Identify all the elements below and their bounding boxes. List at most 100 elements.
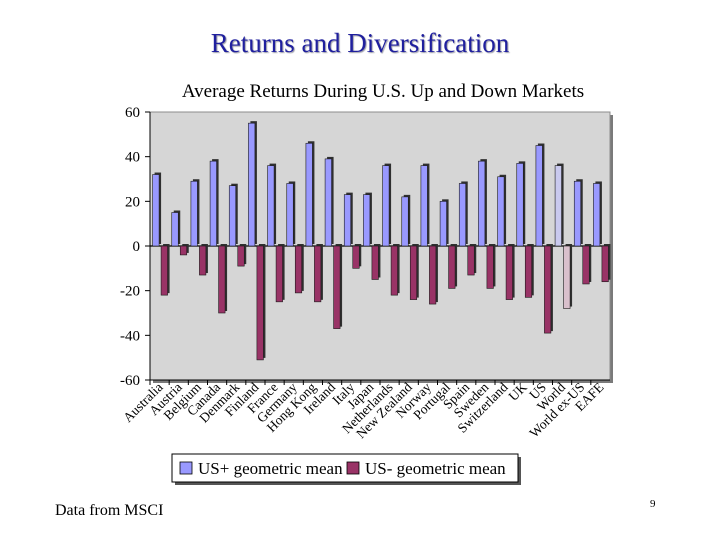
footer-source: Data from MSCI: [55, 502, 164, 519]
bar-face: [535, 145, 543, 247]
bar-face: [275, 245, 283, 303]
y-tick-label: -60: [120, 373, 140, 389]
bar-positive: [363, 192, 372, 247]
bar-negative: [409, 244, 419, 300]
bar-face: [294, 245, 303, 294]
y-tick-label: -20: [120, 284, 140, 300]
bar-negative: [505, 244, 515, 300]
bar-face: [390, 245, 398, 296]
bar-face: [439, 201, 447, 247]
legend-swatch: [346, 461, 360, 475]
bar-positive: [305, 141, 315, 247]
bars: [152, 121, 611, 361]
bar-face: [601, 245, 609, 283]
legend-label: US+ geometric mean: [198, 459, 343, 478]
legend-box: [171, 453, 519, 483]
bar-face: [343, 194, 352, 247]
bar-positive: [209, 159, 219, 247]
x-tick-labels: AustraliaAustriaBelgiumCanadaDenmarkFinl…: [120, 379, 606, 441]
bar-negative: [582, 244, 592, 285]
bar-positive: [420, 163, 430, 247]
bar-face: [429, 245, 437, 305]
bar-face: [228, 185, 237, 247]
bar-face: [209, 160, 217, 247]
bar-negative: [544, 244, 553, 334]
bar-face: [199, 245, 207, 276]
bar-positive: [516, 161, 526, 247]
bar-face: [267, 165, 275, 247]
bar-face: [333, 245, 341, 329]
bar-positive: [248, 121, 257, 247]
legend-label: US- geometric mean: [365, 459, 506, 478]
bar-positive: [497, 174, 507, 247]
bar-face: [190, 180, 198, 247]
bar-negative: [352, 244, 362, 269]
bar-face: [352, 245, 360, 269]
bar-positive: [228, 183, 238, 247]
bar-negative: [429, 244, 438, 305]
bar-face: [256, 245, 264, 361]
y-tick-label: 20: [125, 194, 140, 210]
bar-negative: [524, 244, 534, 298]
bar-negative: [601, 244, 611, 283]
bar-face: [524, 245, 533, 298]
bar-face: [152, 174, 160, 247]
y-tick-label: 40: [125, 150, 140, 166]
bar-negative: [486, 244, 496, 289]
bar-face: [467, 245, 475, 276]
axes: 60 40 20 0 -20 -40 -60: [120, 105, 610, 389]
bar-face: [582, 245, 590, 285]
bar-face: [305, 142, 313, 247]
bar-positive: [401, 194, 411, 247]
bar-face: [593, 183, 601, 247]
y-tick-label: 60: [125, 105, 140, 121]
bar-face: [573, 180, 582, 247]
slide-title: Returns and Diversification: [210, 28, 510, 58]
bar-negative: [448, 244, 458, 289]
legend-swatch: [179, 461, 193, 475]
bar-face: [371, 245, 379, 280]
bar-positive: [382, 163, 392, 247]
bar-positive: [593, 181, 602, 247]
bar-face: [171, 212, 179, 247]
bar-negative: [390, 244, 400, 296]
bar-negative: [371, 244, 381, 280]
bar-positive: [286, 181, 296, 247]
page-number: 9: [650, 498, 656, 510]
bar-face: [324, 158, 332, 247]
chart-title: Average Returns During U.S. Up and Down …: [182, 81, 584, 102]
bar-positive: [535, 143, 545, 247]
bar-negative: [256, 244, 266, 361]
bar-positive: [267, 163, 277, 247]
bar-face: [448, 245, 456, 289]
bar-positive: [458, 181, 468, 247]
bar-positive: [171, 210, 181, 247]
bar-negative: [563, 244, 573, 309]
bar-negative: [467, 244, 477, 276]
bar-positive: [554, 163, 564, 247]
bar-negative: [160, 244, 170, 296]
bar-positive: [324, 156, 334, 247]
bar-face: [237, 245, 245, 267]
bar-face: [516, 163, 524, 247]
bar-face: [382, 165, 390, 247]
bar-face: [401, 196, 409, 247]
bar-face: [363, 194, 371, 247]
bar-face: [248, 122, 256, 247]
bar-face: [544, 245, 552, 334]
bar-face: [478, 160, 486, 247]
bar-face: [563, 245, 571, 309]
bar-face: [420, 165, 428, 247]
bar-face: [554, 165, 562, 247]
bar-face: [486, 245, 494, 289]
bar-face: [409, 245, 418, 300]
bar-negative: [179, 244, 189, 256]
bar-negative: [333, 244, 343, 329]
bar-positive: [190, 179, 200, 247]
legend: US+ geometric mean US- geometric mean: [171, 453, 521, 485]
bar-positive: [439, 199, 449, 247]
bar-face: [218, 245, 226, 314]
bar-positive: [343, 192, 353, 247]
bar-positive: [478, 159, 487, 247]
